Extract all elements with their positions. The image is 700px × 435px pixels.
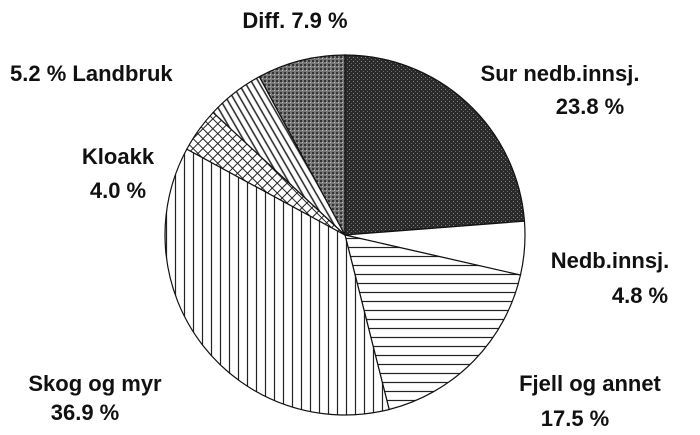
slice-name: Kloakk [82,144,155,169]
slice-value: 7.9 % [291,8,347,33]
slice-value: 17.5 % [541,406,610,431]
slice-label: 5.2 % Landbruk [10,61,173,86]
pie-slice [344,234,522,411]
pie-slice [258,54,346,236]
slice-value: 23.8 % [556,94,625,119]
slice-name: Landbruk [72,61,173,86]
slice-value: 4.0 % [90,178,146,203]
slice-value: 4.8 % [612,283,668,308]
slice-name: Diff. [242,8,285,33]
slice-label: Diff. 7.9 % [242,8,347,33]
slice-name: Fjell og annet [519,371,661,396]
pie-slice [344,54,526,236]
slice-value: 5.2 % [10,61,66,86]
slice-name: Skog og myr [28,371,162,396]
slice-value: 36.9 % [51,400,120,425]
pie [164,54,526,416]
pie-slice [164,148,390,416]
slice-name: Nedb.innsj. [551,248,670,273]
slice-name: Sur nedb.innsj. [481,61,640,86]
